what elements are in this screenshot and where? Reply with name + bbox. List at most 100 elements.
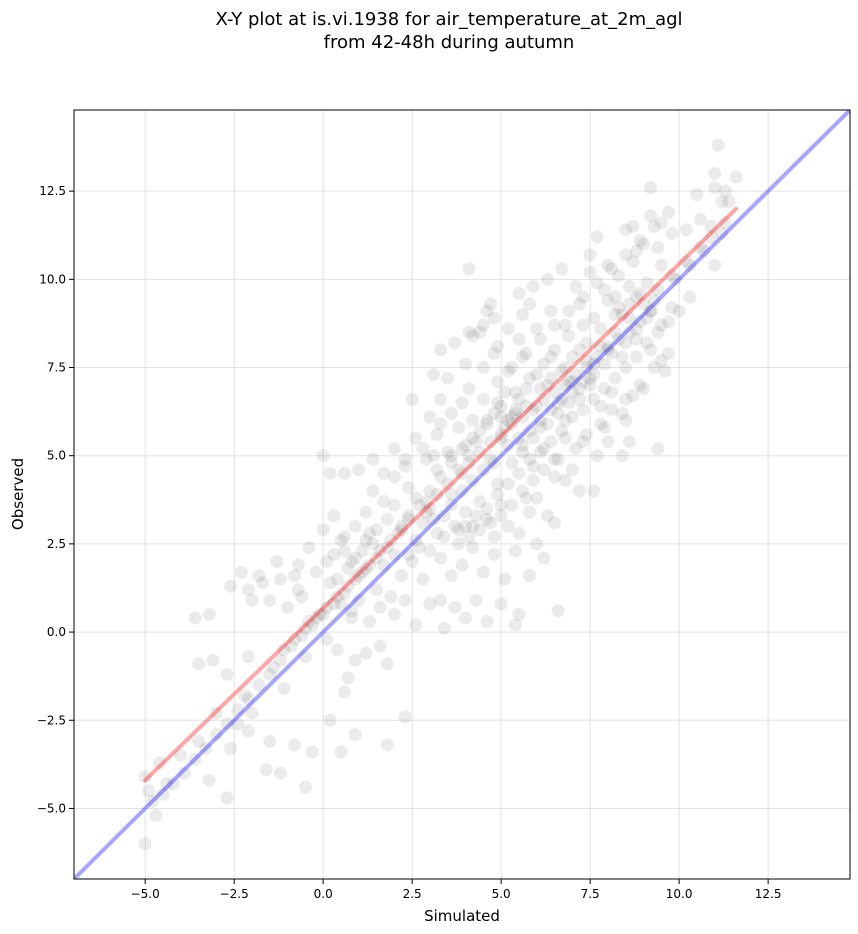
data-point	[555, 364, 569, 378]
data-point	[370, 523, 384, 537]
data-point	[402, 512, 416, 526]
data-point	[601, 339, 615, 353]
regression-line	[143, 206, 739, 783]
data-point	[729, 170, 743, 184]
data-point	[530, 322, 544, 336]
data-point	[605, 346, 619, 360]
data-point	[437, 509, 451, 523]
data-point	[295, 590, 309, 604]
data-point	[597, 283, 611, 297]
data-point	[362, 558, 376, 572]
data-point	[476, 361, 490, 375]
data-point	[398, 710, 412, 724]
data-point	[501, 519, 515, 533]
data-point	[466, 329, 480, 343]
data-point	[466, 431, 480, 445]
data-point	[622, 311, 636, 325]
data-point	[576, 375, 590, 389]
data-point	[576, 403, 590, 417]
data-point	[608, 371, 622, 385]
data-point	[519, 491, 533, 505]
data-point	[697, 244, 711, 258]
data-point	[644, 209, 658, 223]
data-point	[206, 653, 220, 667]
data-point	[580, 353, 594, 367]
data-point	[202, 607, 216, 621]
data-point	[693, 241, 707, 255]
data-point	[619, 392, 633, 406]
data-point	[572, 382, 586, 396]
data-point	[473, 325, 487, 339]
data-point	[708, 258, 722, 272]
data-point	[612, 301, 626, 315]
data-point	[423, 484, 437, 498]
data-point	[494, 498, 508, 512]
data-point	[377, 495, 391, 509]
data-point	[419, 495, 433, 509]
data-point	[473, 495, 487, 509]
data-point	[462, 262, 476, 276]
data-point	[430, 488, 444, 501]
data-point	[487, 530, 501, 544]
data-point	[654, 258, 668, 272]
data-point	[597, 420, 611, 434]
data-point	[270, 555, 284, 569]
data-point	[505, 410, 519, 424]
chart-title: X-Y plot at is.vi.1938 for air_temperatu…	[0, 8, 858, 54]
data-point	[572, 343, 586, 357]
data-point	[626, 219, 640, 233]
data-point	[551, 452, 565, 466]
data-point	[622, 279, 636, 293]
data-point	[434, 343, 448, 357]
x-tick-label: 12.5	[755, 887, 782, 901]
data-point	[394, 519, 408, 533]
data-point	[601, 343, 615, 357]
y-axis-label: Observed	[9, 458, 27, 530]
data-point	[633, 286, 647, 300]
data-point	[142, 784, 156, 798]
data-point	[430, 428, 444, 442]
data-point	[167, 777, 181, 791]
data-point	[498, 385, 512, 399]
data-point	[231, 717, 245, 731]
data-point	[487, 346, 501, 360]
data-point	[345, 555, 359, 569]
data-point	[352, 569, 366, 583]
data-point	[615, 449, 629, 463]
data-point	[387, 470, 401, 484]
data-point	[516, 484, 530, 498]
data-point	[633, 378, 647, 392]
chart-title-line-1: X-Y plot at is.vi.1938 for air_temperatu…	[215, 9, 683, 30]
data-point	[305, 618, 319, 632]
data-point	[583, 378, 597, 392]
data-point	[323, 713, 337, 727]
data-point	[320, 632, 334, 646]
data-point	[587, 368, 601, 382]
data-point	[320, 600, 334, 614]
data-point	[419, 505, 433, 519]
data-point	[533, 420, 547, 434]
x-tick-label: 2.5	[403, 887, 422, 901]
identity-line	[74, 110, 850, 879]
data-point	[572, 297, 586, 311]
data-point	[658, 364, 672, 378]
data-point	[558, 318, 572, 332]
data-point	[644, 304, 658, 318]
data-point	[533, 413, 547, 427]
data-point	[224, 579, 238, 593]
data-point	[494, 597, 508, 611]
data-point	[551, 396, 565, 410]
data-point	[654, 318, 668, 332]
data-point	[348, 572, 362, 586]
data-point	[544, 371, 558, 385]
data-point	[508, 544, 522, 558]
data-point	[516, 350, 530, 364]
data-point	[590, 350, 604, 364]
data-point	[370, 551, 384, 565]
data-point	[366, 537, 380, 551]
data-point	[544, 304, 558, 318]
data-point	[423, 597, 437, 611]
data-point	[434, 551, 448, 565]
data-point	[629, 332, 643, 346]
